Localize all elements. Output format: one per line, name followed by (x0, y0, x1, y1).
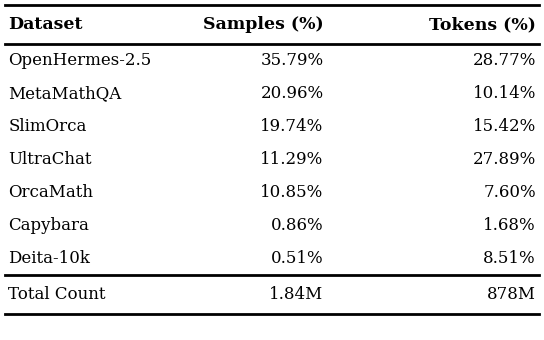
Text: SlimOrca: SlimOrca (8, 118, 86, 135)
Text: 28.77%: 28.77% (473, 52, 536, 69)
Text: Dataset: Dataset (8, 16, 83, 33)
Text: 19.74%: 19.74% (261, 118, 324, 135)
Text: Samples (%): Samples (%) (203, 16, 324, 33)
Text: Tokens (%): Tokens (%) (429, 16, 536, 33)
Text: 1.84M: 1.84M (269, 286, 324, 303)
Text: Capybara: Capybara (8, 217, 89, 234)
Text: 0.86%: 0.86% (271, 217, 324, 234)
Text: 7.60%: 7.60% (483, 184, 536, 201)
Text: 35.79%: 35.79% (261, 52, 324, 69)
Text: OrcaMath: OrcaMath (8, 184, 93, 201)
Text: Total Count: Total Count (8, 286, 106, 303)
Text: 20.96%: 20.96% (261, 85, 324, 102)
Text: 27.89%: 27.89% (473, 151, 536, 168)
Text: 0.51%: 0.51% (271, 250, 324, 267)
Text: 10.14%: 10.14% (473, 85, 536, 102)
Text: OpenHermes-2.5: OpenHermes-2.5 (8, 52, 151, 69)
Text: 15.42%: 15.42% (473, 118, 536, 135)
Text: 878M: 878M (487, 286, 536, 303)
Text: 8.51%: 8.51% (483, 250, 536, 267)
Text: 10.85%: 10.85% (261, 184, 324, 201)
Text: UltraChat: UltraChat (8, 151, 91, 168)
Text: 1.68%: 1.68% (483, 217, 536, 234)
Text: MetaMathQA: MetaMathQA (8, 85, 121, 102)
Text: Deita-10k: Deita-10k (8, 250, 90, 267)
Text: 11.29%: 11.29% (261, 151, 324, 168)
